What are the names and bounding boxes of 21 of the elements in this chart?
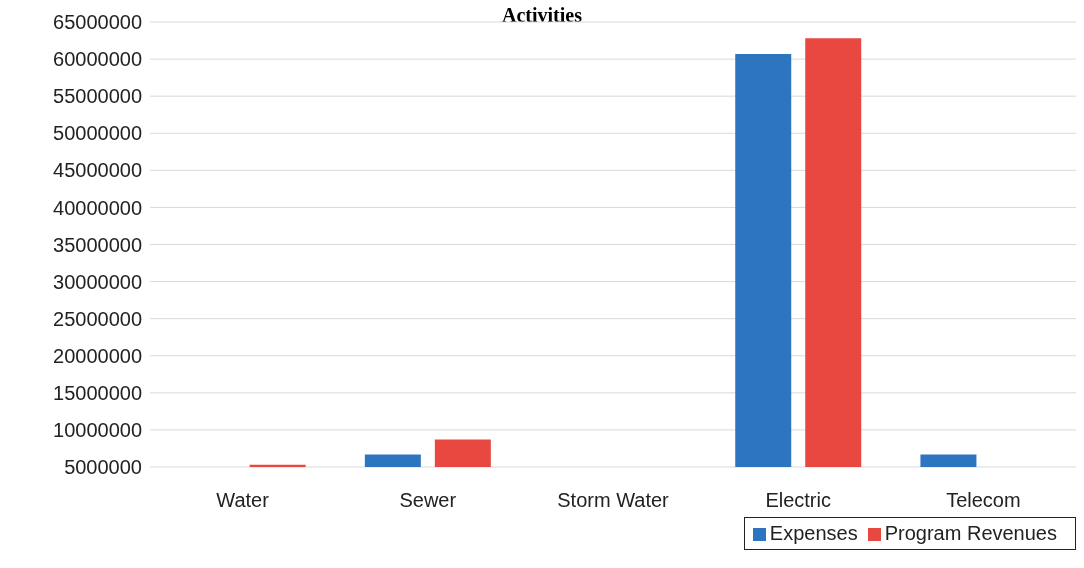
y-tick-label: 20000000: [53, 344, 142, 367]
x-tick-label: Storm Water: [557, 489, 670, 512]
y-tick-label: 55000000: [53, 85, 142, 108]
y-tick-label: 30000000: [53, 270, 142, 293]
y-tick-label: 25000000: [53, 307, 142, 330]
y-tick-label: 40000000: [53, 196, 142, 219]
y-tick-label: 35000000: [53, 233, 142, 256]
legend-label: Expenses: [769, 522, 858, 544]
x-tick-label: Telecom: [946, 489, 1021, 512]
x-tick-label: Sewer: [399, 489, 457, 512]
y-tick-label: 5000000: [64, 456, 142, 479]
y-tick-label: 10000000: [53, 419, 142, 442]
chart-title: Activities: [502, 4, 582, 26]
y-tick-label: 45000000: [53, 159, 142, 182]
x-tick-label: Electric: [765, 489, 831, 512]
y-tick-label: 65000000: [53, 11, 142, 34]
y-tick-label: 15000000: [53, 381, 142, 404]
x-tick-label: Water: [216, 489, 270, 512]
y-tick-label: 50000000: [53, 122, 142, 145]
legend-label: Program Revenues: [884, 522, 1057, 544]
y-tick-label: 60000000: [53, 48, 142, 71]
